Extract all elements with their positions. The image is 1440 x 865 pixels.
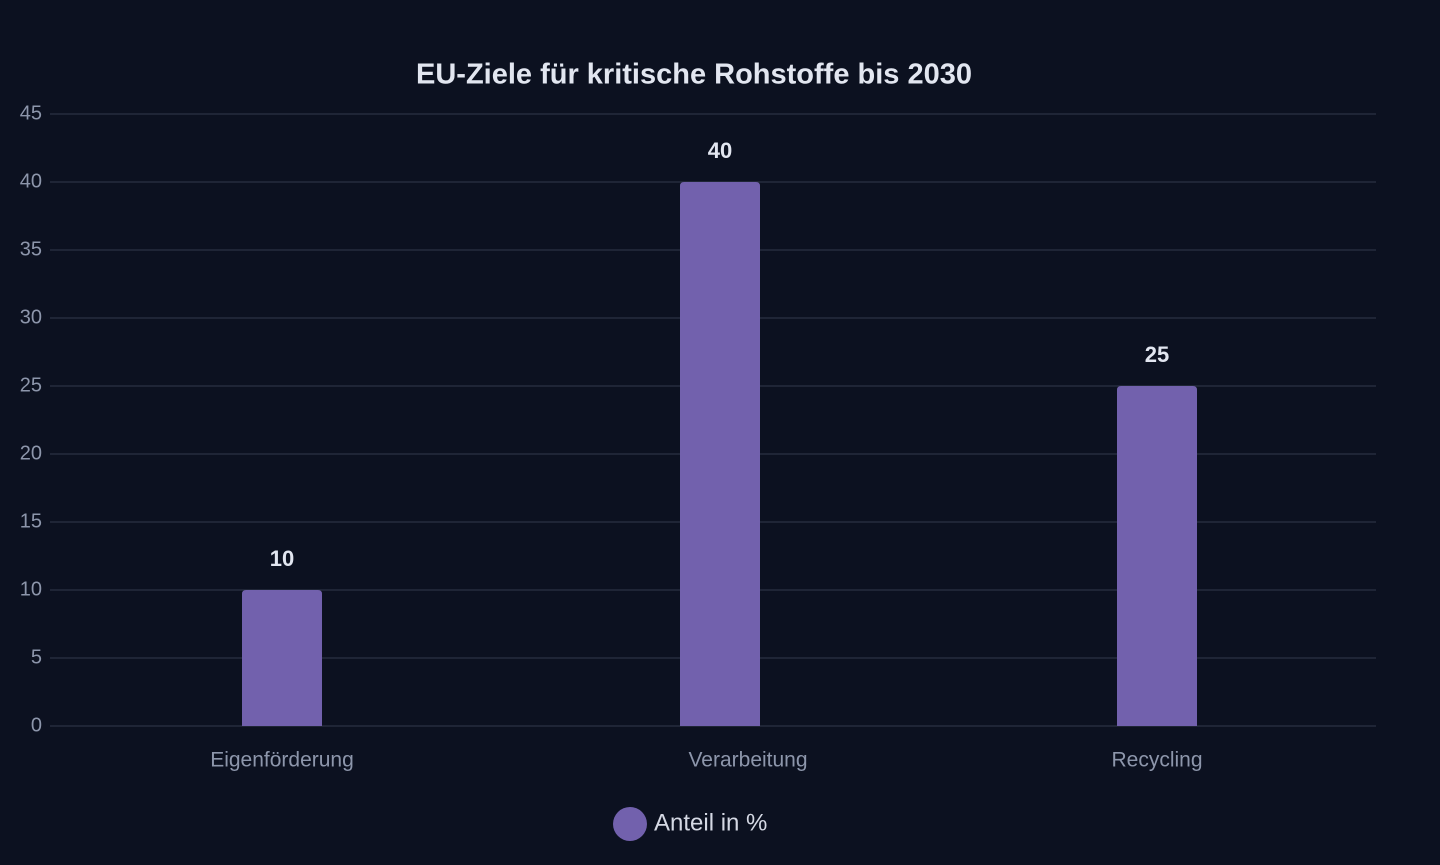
bar (1117, 386, 1197, 726)
x-tick-label: Recycling (1111, 749, 1202, 772)
chart-title: EU-Ziele für kritische Rohstoffe bis 203… (416, 59, 972, 91)
value-label: 25 (1145, 342, 1169, 367)
y-tick-label: 5 (31, 646, 42, 668)
y-tick-label: 45 (20, 102, 42, 124)
value-label: 10 (270, 546, 294, 571)
x-tick-label: Verarbeitung (688, 749, 807, 772)
y-tick-label: 35 (20, 238, 42, 260)
y-tick-label: 40 (20, 170, 42, 192)
bar (680, 182, 760, 726)
x-tick-label: Eigenförderung (210, 749, 354, 772)
y-tick-label: 25 (20, 374, 42, 396)
bar (242, 590, 322, 726)
y-tick-label: 15 (20, 510, 42, 532)
legend-label: Anteil in % (654, 809, 767, 836)
y-tick-label: 0 (31, 714, 42, 736)
y-tick-label: 20 (20, 442, 42, 464)
value-label: 40 (708, 138, 732, 163)
y-tick-label: 30 (20, 306, 42, 328)
y-tick-label: 10 (20, 578, 42, 600)
legend-swatch (613, 807, 647, 841)
